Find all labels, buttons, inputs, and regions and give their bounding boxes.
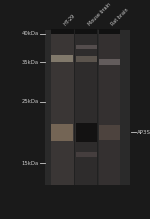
Bar: [99, 59, 120, 65]
Bar: [76, 56, 97, 62]
Bar: [99, 29, 120, 34]
Text: Rat brain: Rat brain: [110, 7, 130, 26]
Bar: [45, 30, 130, 185]
Bar: [99, 125, 120, 140]
Text: 35kDa: 35kDa: [22, 60, 39, 65]
Bar: [99, 30, 120, 185]
Text: HT-29: HT-29: [63, 13, 76, 26]
Bar: [76, 45, 97, 49]
Bar: [51, 55, 73, 62]
Bar: [75, 29, 97, 34]
Bar: [76, 123, 97, 142]
Text: 25kDa: 25kDa: [22, 99, 39, 104]
Text: Mouse brain: Mouse brain: [87, 2, 112, 26]
Bar: [75, 30, 97, 185]
Bar: [76, 152, 97, 157]
Bar: [51, 124, 73, 141]
Text: AP3S2: AP3S2: [137, 130, 150, 135]
Text: 40kDa: 40kDa: [22, 32, 39, 36]
Bar: [51, 30, 74, 185]
Bar: [51, 29, 74, 34]
Text: 15kDa: 15kDa: [22, 161, 39, 166]
